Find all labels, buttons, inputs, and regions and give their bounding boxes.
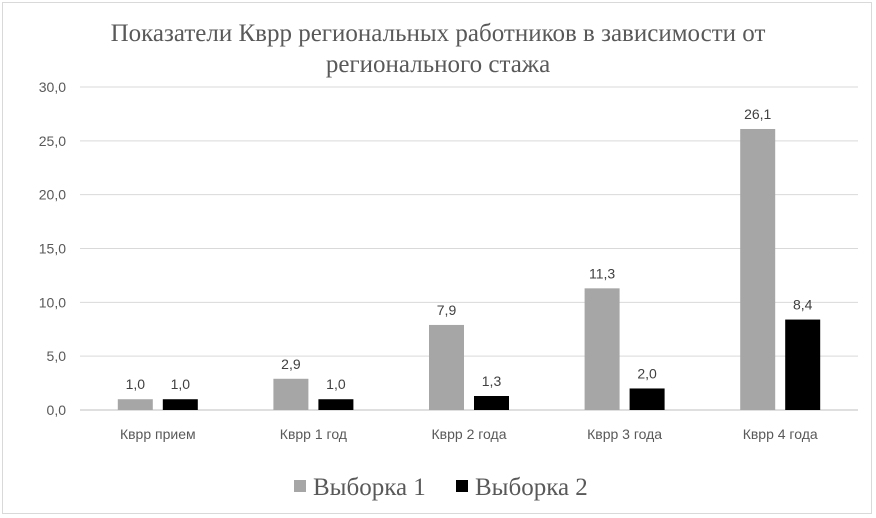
- category-labels: Кврр прием Кврр 1 год Кврр 2 года Кврр 3 го…: [120, 426, 818, 442]
- data-label: 2,0: [637, 365, 657, 381]
- y-tick-label: 0,0: [47, 402, 67, 418]
- data-label: 26,1: [744, 106, 771, 122]
- category-label: Кврр 3 года: [587, 426, 662, 442]
- data-label: 1,0: [171, 376, 191, 392]
- data-label: 1,0: [326, 376, 346, 392]
- data-label: 2,9: [281, 356, 301, 372]
- data-label: 7,9: [437, 302, 457, 318]
- bar-1-5: [740, 128, 776, 411]
- bar-1-1: [117, 399, 153, 410]
- data-labels: 1,0 1,0 2,9 1,0 7,9 1,3 11,3 2,0 26,1 8,4: [126, 106, 813, 392]
- bar-2-5: [785, 319, 821, 410]
- bar-1-2: [273, 378, 309, 410]
- legend-label-series-1: Выборка 1: [313, 474, 426, 501]
- bar-1-3: [429, 324, 464, 410]
- legend-swatch-series-2: [456, 480, 468, 492]
- data-label: 1,0: [126, 376, 146, 392]
- category-label: Кврр 2 года: [432, 426, 507, 442]
- bar-2-2: [318, 399, 354, 410]
- category-label: Кврр 4 года: [743, 426, 818, 442]
- legend-label-series-2: Выборка 2: [475, 474, 588, 501]
- y-tick-label: 20,0: [39, 187, 66, 203]
- data-label: 11,3: [589, 265, 615, 281]
- category-label: Кврр прием: [120, 426, 196, 442]
- data-label: 1,3: [482, 373, 502, 389]
- bar-2-3: [474, 396, 509, 410]
- category-label: Кврр 1 год: [280, 426, 347, 442]
- bars: [117, 128, 821, 411]
- y-tick-label: 10,0: [39, 294, 66, 310]
- y-tick-label: 25,0: [39, 133, 66, 149]
- y-tick-label: 30,0: [39, 79, 66, 95]
- y-axis-ticks: 0,0 5,0 10,0 15,0 20,0 25,0 30,0: [39, 79, 66, 418]
- chart-title-line-2: регионального стажа: [326, 51, 550, 78]
- gridlines: [80, 86, 858, 411]
- y-tick-label: 5,0: [47, 348, 67, 364]
- y-tick-label: 15,0: [39, 241, 66, 257]
- chart-title-line-1: Показатели Кврр региональных работников …: [111, 20, 766, 47]
- legend-swatch-series-1: [294, 480, 306, 492]
- data-label: 8,4: [793, 297, 813, 313]
- bar-1-4: [584, 288, 620, 410]
- bar-2-1: [162, 399, 198, 410]
- bar-2-4: [629, 388, 665, 410]
- legend: Выборка 1 Выборка 2: [294, 474, 588, 501]
